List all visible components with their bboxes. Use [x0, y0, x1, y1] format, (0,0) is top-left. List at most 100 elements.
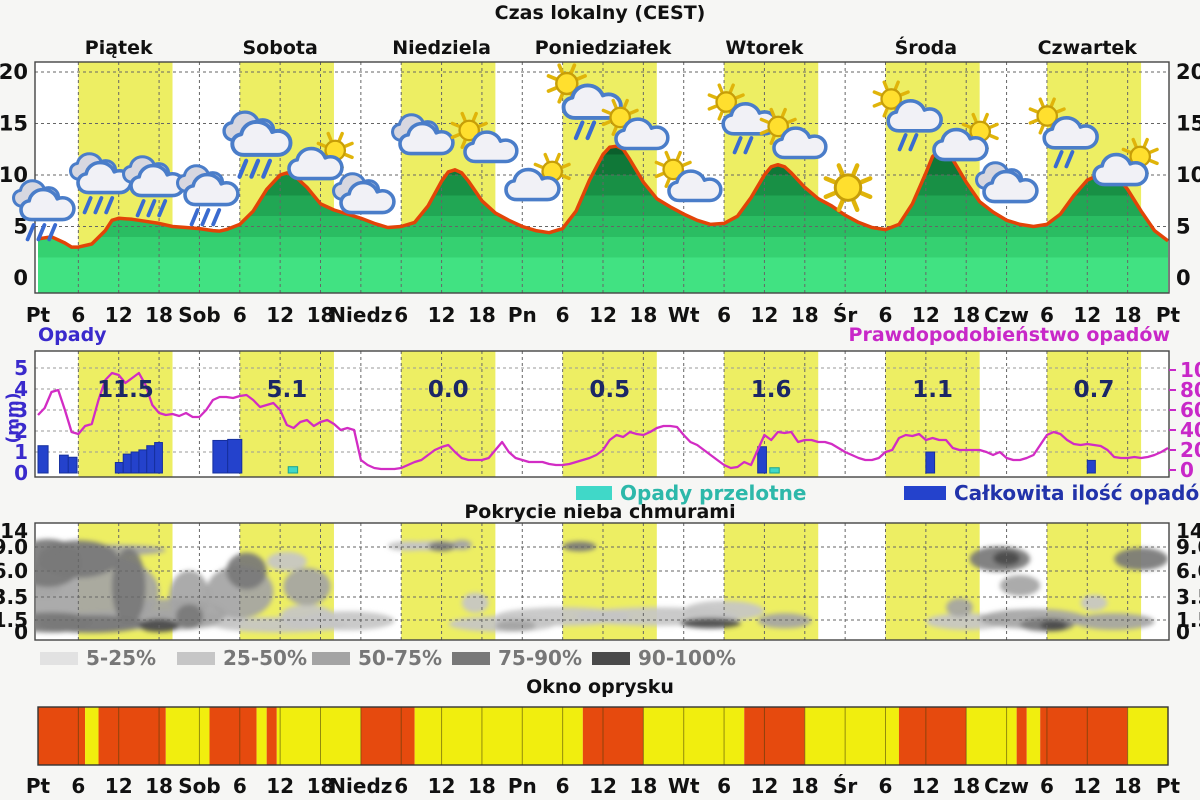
x-tick-label: 6 [879, 303, 893, 327]
rain-line [249, 158, 261, 179]
day-name-label: Poniedziałek [535, 37, 672, 59]
sun-ray [851, 199, 860, 213]
sun-ray [601, 108, 612, 115]
precip-bar-total [212, 439, 229, 474]
precip-ytick-right: 100 [1180, 358, 1200, 382]
weather-icon-sunrain [872, 80, 943, 152]
x-tick-label: Czw [984, 774, 1029, 798]
cloud-blob [300, 611, 395, 631]
sun-ray [872, 101, 883, 108]
spray-segment-red [582, 707, 644, 765]
x-tick-label: 12 [105, 303, 133, 327]
cloud-shape [932, 127, 989, 162]
sun-disc [609, 106, 632, 129]
sun-ray [611, 126, 618, 136]
spray-segment-yellow [414, 707, 583, 765]
sun-ray [769, 135, 776, 145]
rain-line [157, 199, 168, 218]
rain-line [135, 199, 146, 218]
cloud-shape [772, 126, 828, 160]
shower-swatch-icon [576, 486, 612, 500]
rain-line [47, 223, 58, 242]
x-tick-label: 18 [791, 774, 819, 798]
cloud-shape [230, 119, 293, 157]
cloud-blob [1114, 547, 1168, 571]
sun-ray [1038, 97, 1045, 108]
x-tick-label: 6 [71, 303, 85, 327]
sun-ray [546, 74, 558, 81]
day-band [1046, 351, 1142, 477]
cloud-ytick-left: 14 [0, 519, 28, 543]
temp-ytick-right: 5 [1176, 215, 1191, 239]
sun-ray [654, 160, 665, 167]
sun-ray [1149, 147, 1159, 154]
day-name-label: Środa [895, 35, 958, 59]
cloud-blob [680, 618, 741, 629]
x-tick-label: Pt [26, 303, 51, 327]
day-name-label: Niedziela [392, 37, 491, 59]
x-tick-label: 6 [394, 303, 408, 327]
sun-ray [569, 63, 577, 74]
cloud-swatch-4-icon [452, 651, 490, 665]
sun-ray [471, 111, 478, 122]
x-tick-label: 6 [233, 303, 247, 327]
rain-line [732, 136, 743, 155]
rain-line [211, 208, 222, 227]
legend-total: Całkowita ilość opadów [904, 481, 1200, 505]
cloud-ytick-left: 3.5 [0, 585, 28, 609]
rain-line [146, 199, 157, 218]
rain-line [743, 136, 754, 155]
plot-border [34, 61, 1170, 294]
spray-segment-yellow [85, 707, 99, 765]
cloud-swatch-3-icon [312, 651, 350, 665]
sun-ray [1149, 159, 1159, 166]
spray-segment-yellow [643, 707, 745, 765]
x-tick-label: 6 [879, 774, 893, 798]
cloud-blob [1073, 613, 1155, 631]
x-tick-label: Pn [508, 774, 537, 798]
cloud-blob [428, 541, 456, 552]
cloud-blob [562, 541, 597, 552]
cloud-blob [1080, 594, 1108, 611]
cloud-legend-4: 75-90% [452, 646, 582, 670]
sun-ray [460, 111, 467, 122]
sun-ray [769, 107, 776, 118]
sun-ray [664, 178, 671, 188]
sun-ray [1028, 118, 1039, 125]
temp-ytick-right: 10 [1176, 163, 1200, 187]
precip-bar-total [925, 451, 936, 474]
x-tick-label: 6 [556, 774, 570, 798]
rain-line [897, 133, 908, 152]
sun-ray [546, 86, 558, 93]
plot-border [34, 522, 1170, 641]
sun-disc [662, 158, 685, 181]
precip-ytick-left: 1 [14, 440, 28, 464]
x-tick-label: 12 [751, 303, 779, 327]
daily-total-label: 11.5 [97, 377, 154, 403]
precip-ytick-left: 5 [14, 356, 28, 380]
sun-ray [629, 108, 639, 115]
page-title: Czas lokalny (CEST) [494, 2, 706, 24]
x-tick-label: 6 [1040, 303, 1054, 327]
x-tick-label: Śr [833, 303, 857, 327]
cloud-swatch-1-icon [40, 651, 78, 665]
x-tick-label: 6 [71, 774, 85, 798]
spray-segment-yellow [966, 707, 1017, 765]
spray-segment-red [898, 707, 967, 765]
x-tick-label: 6 [394, 774, 408, 798]
sun-disc [767, 115, 790, 138]
rain-line [261, 158, 273, 179]
x-tick-label: 18 [952, 774, 980, 798]
day-name-label: Wtorek [725, 37, 803, 59]
cloud-blob [461, 592, 489, 613]
weather-icon-rain2 [175, 164, 240, 227]
precip-ytick-right: 80 [1180, 378, 1200, 402]
day-band [724, 351, 819, 477]
sun-shape [759, 107, 797, 145]
sun-ray [836, 163, 845, 176]
x-tick-label: Niedz [329, 303, 392, 327]
x-tick-label: 12 [1073, 303, 1101, 327]
x-tick-label: 12 [589, 303, 617, 327]
rain-line [36, 223, 47, 242]
